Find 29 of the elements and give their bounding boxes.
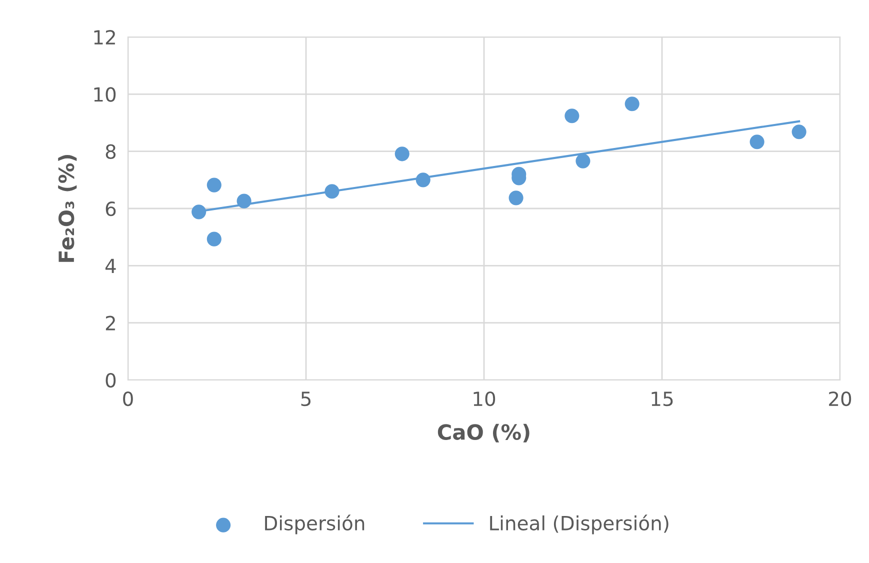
x-axis-title: CaO (%) — [438, 424, 530, 442]
point — [416, 172, 430, 188]
point — [792, 124, 806, 140]
x-tick-label: 0 — [123, 391, 133, 406]
point — [564, 108, 580, 124]
y-tick-label: 10 — [94, 87, 116, 102]
y-tick-label: 6 — [106, 201, 116, 216]
x-tick-label: 10 — [474, 391, 496, 406]
point — [624, 96, 640, 112]
point — [206, 178, 222, 192]
point — [576, 154, 590, 168]
y-tick-label: 4 — [105, 258, 116, 274]
y-axis-title: Fe₂O₃ (%) — [58, 154, 77, 262]
x-tick-label: 15 — [652, 392, 673, 406]
point — [206, 232, 222, 246]
point — [192, 204, 206, 220]
point — [750, 134, 764, 150]
y-tick-label: 0 — [106, 372, 116, 388]
legend-label: Dispersión — [265, 514, 364, 534]
point — [324, 184, 340, 199]
y-tick-label: 12 — [94, 30, 115, 44]
legend-label: Lineal (Dispersión) — [490, 514, 668, 534]
y-tick-label: 2 — [106, 316, 115, 330]
x-tick-label: 20 — [829, 391, 852, 406]
y-tick-label: 8 — [106, 144, 116, 159]
point — [236, 194, 252, 208]
point — [508, 190, 524, 206]
point — [394, 146, 410, 162]
x-tick-label: 5 — [301, 392, 310, 406]
